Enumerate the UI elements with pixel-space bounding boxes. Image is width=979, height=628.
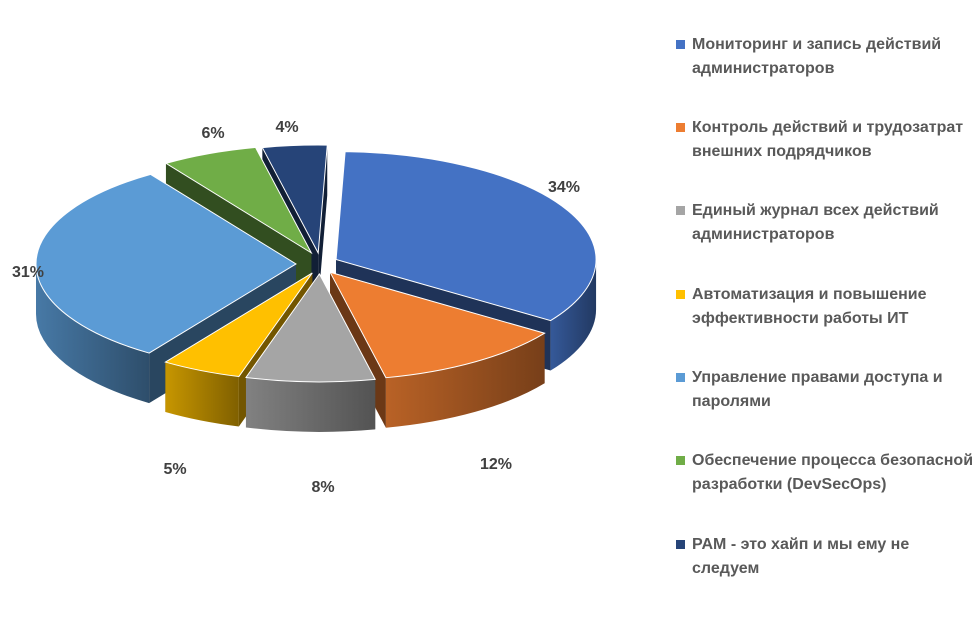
pie-slice-side <box>165 362 239 427</box>
pie-data-label: 31% <box>12 264 44 281</box>
legend-label: Автоматизация и повышение эффективности … <box>692 286 927 327</box>
legend-label: Управление правами доступа и паролями <box>692 369 943 410</box>
pie-slice-side <box>36 263 150 404</box>
pie-slice-wall <box>318 145 328 304</box>
pie-slice-top <box>164 146 313 255</box>
pie-slice-top <box>35 173 297 354</box>
pie-slices <box>35 144 597 432</box>
pie-slice-top <box>245 272 376 383</box>
legend-swatch <box>676 40 685 49</box>
legend-swatch <box>676 373 685 382</box>
pie-slice-side <box>550 259 597 371</box>
pie-slice <box>245 272 376 432</box>
legend-label: Мониторинг и запись действий администрат… <box>692 36 942 77</box>
pie-data-label: 6% <box>201 125 224 142</box>
legend-swatch <box>676 123 685 132</box>
pie-slice-side <box>245 377 376 432</box>
pie-slice-top <box>335 151 597 322</box>
pie-data-label: 34% <box>548 179 580 196</box>
legend-swatch <box>676 540 685 549</box>
pie-slice <box>329 271 546 428</box>
legend-swatch <box>676 206 685 215</box>
legend-label: Контроль действий и трудозатрат внешних … <box>692 119 964 160</box>
legend-swatch <box>676 456 685 465</box>
pie-slice-top <box>329 271 546 379</box>
pie-slice-side <box>385 333 545 428</box>
pie-data-label: 8% <box>311 479 334 496</box>
pie-data-label: 4% <box>275 119 298 136</box>
legend-swatch <box>676 290 685 299</box>
pie-data-labels: 34% 12% 8% 5% 31% 6% 4% <box>12 119 580 496</box>
legend-label: Обеспечение процесса безопасной разработ… <box>692 452 974 493</box>
legend-label: PAM - это хайп и мы ему не следуем <box>692 536 910 577</box>
legend-label: Единый журнал всех действий администрато… <box>692 202 939 243</box>
pie-data-label: 12% <box>480 456 512 473</box>
pie-data-label: 5% <box>163 461 186 478</box>
pie-slice-top <box>164 272 313 378</box>
pie-slice-top <box>261 144 328 255</box>
